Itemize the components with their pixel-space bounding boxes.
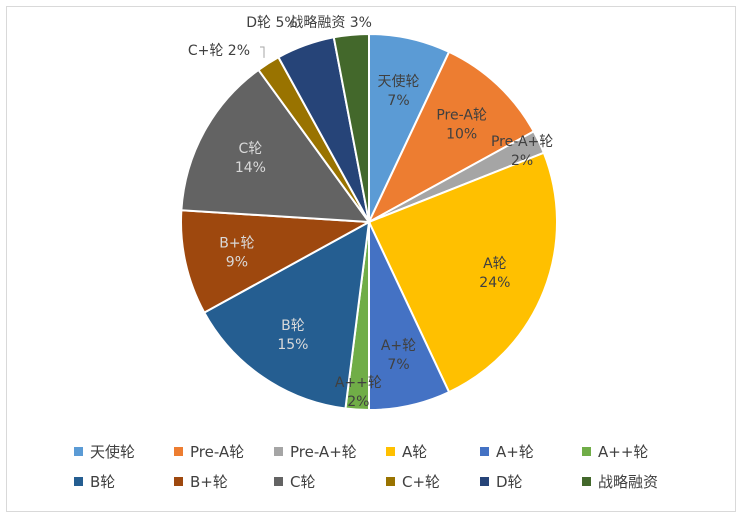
- legend-item: 战略融资: [582, 471, 682, 492]
- data-label: Pre-A轮: [436, 107, 487, 123]
- legend-label: C轮: [290, 472, 316, 491]
- leader-line: [260, 46, 265, 58]
- data-label-percent: 2%: [511, 153, 533, 169]
- pie-slice: [202, 220, 371, 410]
- data-label: B+轮: [219, 236, 254, 252]
- pie-slice: [180, 68, 372, 224]
- pie-slice: [332, 32, 370, 223]
- legend-swatch: [480, 446, 489, 456]
- data-label-percent: 7%: [387, 357, 409, 373]
- legend-item: Pre-A轮: [174, 441, 274, 462]
- data-label-percent: 24%: [479, 275, 510, 291]
- data-labels: 天使轮 7% Pre-A轮 10% Pre-A+轮 2% A轮 24% A+轮 7% A++轮 2% B…: [188, 15, 553, 410]
- legend-label: A+轮: [496, 442, 534, 461]
- pie-slice: [367, 151, 558, 394]
- data-label: A+轮: [381, 338, 416, 354]
- data-label: C+轮 2%: [188, 43, 250, 59]
- pie-slice: [180, 209, 373, 314]
- data-label: C轮: [238, 141, 262, 157]
- legend-item: A+轮: [480, 441, 582, 462]
- legend-item: C轮: [274, 471, 386, 492]
- leader-lines: [260, 46, 265, 58]
- legend-swatch: [74, 476, 83, 486]
- data-label: 战略融资 3%: [289, 15, 372, 31]
- legend: 天使轮 Pre-A轮 Pre-A+轮 A轮 A+轮 A++轮 B轮: [74, 436, 714, 496]
- data-label-percent: 2%: [347, 394, 369, 410]
- data-label-percent: 14%: [235, 160, 266, 176]
- data-label: B轮: [281, 318, 305, 334]
- legend-item: A轮: [386, 441, 480, 462]
- legend-label: 战略融资: [598, 472, 659, 491]
- legend-row: 天使轮 Pre-A轮 Pre-A+轮 A轮 A+轮 A++轮: [74, 436, 714, 466]
- legend-label: C+轮: [402, 472, 441, 491]
- data-label: 天使轮: [378, 73, 420, 90]
- legend-item: D轮: [480, 471, 582, 492]
- legend-item: C+轮: [386, 471, 480, 492]
- legend-item: A++轮: [582, 441, 682, 462]
- legend-label: Pre-A+轮: [290, 442, 357, 461]
- legend-label: D轮: [496, 472, 523, 491]
- pie-slice: [366, 50, 536, 225]
- legend-swatch: [480, 476, 489, 486]
- legend-label: Pre-A轮: [190, 442, 245, 461]
- data-label-percent: 10%: [446, 126, 477, 142]
- legend-item: 天使轮: [74, 441, 174, 462]
- legend-label: 天使轮: [90, 442, 136, 461]
- legend-swatch: [274, 446, 283, 456]
- data-label: D轮 5%: [246, 15, 297, 31]
- legend-label: B+轮: [190, 472, 228, 491]
- data-label-percent: 15%: [277, 337, 308, 353]
- legend-row: B轮 B+轮 C轮 C+轮 D轮 战略融资: [74, 466, 714, 496]
- legend-swatch: [74, 446, 83, 456]
- legend-swatch: [386, 446, 395, 456]
- legend-swatch: [582, 476, 591, 486]
- data-label: Pre-A+轮: [491, 134, 553, 150]
- legend-item: B轮: [74, 471, 174, 492]
- legend-label: A轮: [402, 442, 428, 461]
- legend-swatch: [174, 446, 183, 456]
- legend-swatch: [582, 446, 591, 456]
- legend-swatch: [174, 476, 183, 486]
- legend-label: B轮: [90, 472, 116, 491]
- legend-item: Pre-A+轮: [274, 441, 386, 462]
- data-label: A轮: [483, 256, 507, 272]
- legend-label: A++轮: [598, 442, 649, 461]
- data-label-percent: 7%: [387, 93, 409, 109]
- data-label-percent: 9%: [226, 255, 248, 271]
- pie-slices: [180, 32, 558, 412]
- legend-swatch: [386, 476, 395, 486]
- legend-item: B+轮: [174, 471, 274, 492]
- legend-swatch: [274, 476, 283, 486]
- data-label: A++轮: [335, 375, 382, 391]
